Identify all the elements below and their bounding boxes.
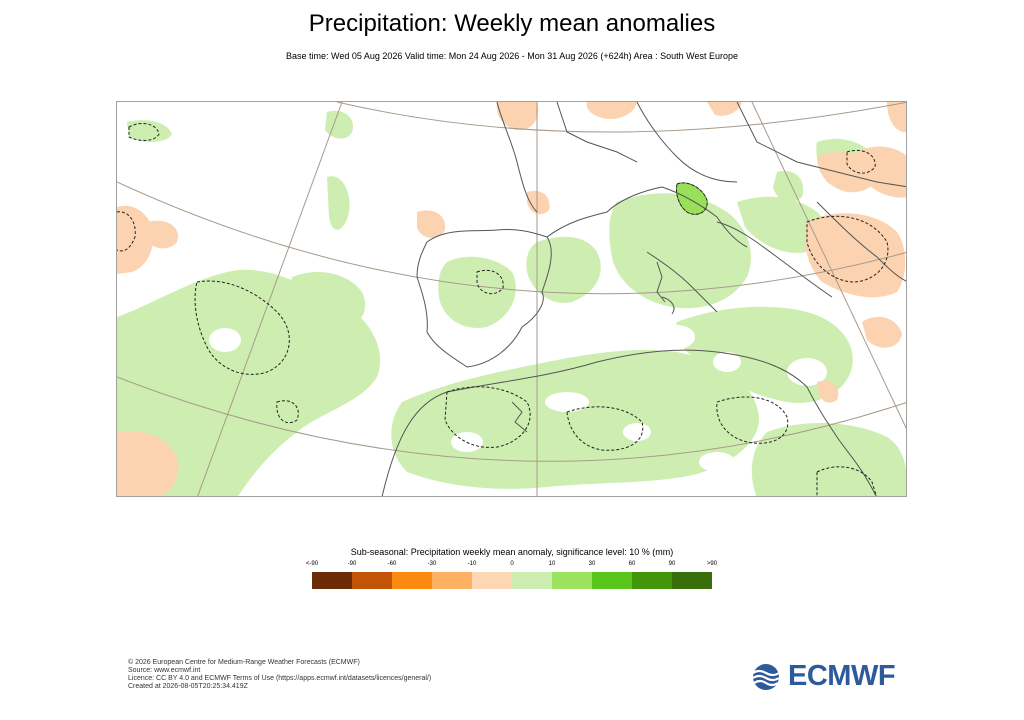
map-canvas — [117, 102, 906, 496]
legend-tick-label: 90 — [668, 561, 676, 567]
coastlines — [381, 102, 906, 496]
legend-swatch — [632, 572, 672, 589]
negative-anomaly-areas — [117, 102, 906, 496]
legend-tick-label: 0 — [510, 561, 514, 567]
legend-swatch — [592, 572, 632, 589]
positive-anomaly-areas — [117, 110, 906, 496]
legend-swatch — [392, 572, 432, 589]
legend-tick-label: >90 — [706, 561, 718, 567]
legend-colorbar — [312, 572, 712, 589]
legend-tick-label: -30 — [427, 561, 437, 567]
legend-ticks: <-90 -90 -60 -30 -10 0 10 30 60 90 >90 — [0, 561, 1024, 571]
ecmwf-waves-icon — [752, 663, 780, 690]
legend-swatch — [552, 572, 592, 589]
legend-tick-label: <-90 — [305, 561, 319, 567]
footer-source: Source: www.ecmwf.int — [128, 667, 201, 674]
legend-swatch — [512, 572, 552, 589]
legend-tick-label: -60 — [387, 561, 397, 567]
chart-subtitle: Base time: Wed 05 Aug 2026 Valid time: M… — [285, 51, 739, 61]
footer-created: Created at 2026-08-05T20:25:34.419Z — [128, 683, 248, 690]
legend-swatch — [472, 572, 512, 589]
graticule-lines — [117, 102, 906, 496]
significance-contours — [117, 123, 889, 496]
legend-tick-label: -10 — [467, 561, 477, 567]
legend-tick-label: -90 — [347, 561, 357, 567]
chart-title: Precipitation: Weekly mean anomalies — [308, 10, 716, 37]
footer-copyright: © 2026 European Centre for Medium-Range … — [128, 659, 360, 666]
footer-licence: Licence: CC BY 4.0 and ECMWF Terms of Us… — [128, 675, 432, 682]
legend-title: Sub-seasonal: Precipitation weekly mean … — [350, 547, 674, 557]
legend-tick-label: 30 — [588, 561, 596, 567]
legend-swatch — [352, 572, 392, 589]
legend-swatch — [672, 572, 712, 589]
legend-swatch — [432, 572, 472, 589]
logo-text: ECMWF — [788, 660, 896, 692]
legend-tick-label: 10 — [548, 561, 556, 567]
legend-swatch — [312, 572, 352, 589]
footer-credits: © 2026 European Centre for Medium-Range … — [128, 659, 431, 691]
anomaly-map — [116, 101, 907, 497]
ecmwf-logo: ECMWF — [748, 660, 896, 693]
legend-tick-label: 60 — [628, 561, 636, 567]
